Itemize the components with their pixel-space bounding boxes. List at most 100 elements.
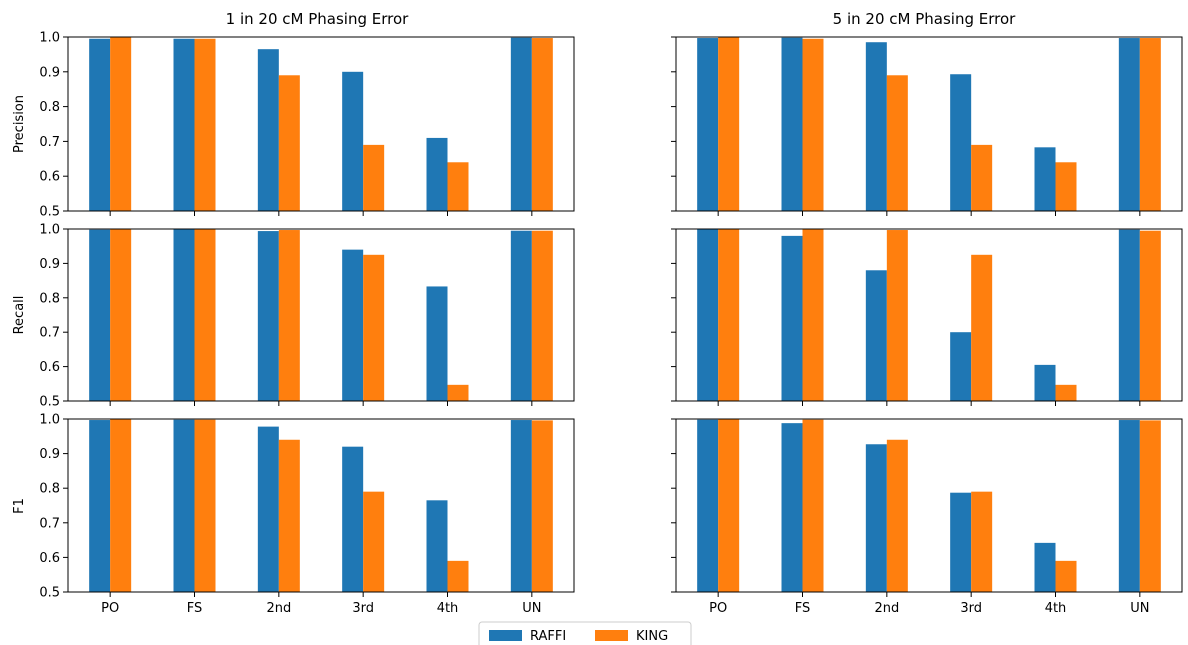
bar-king-fs [194,419,216,592]
ylabel-recall: Recall [12,296,27,335]
y-tick-label: 0.7 [39,326,60,341]
panel-r1-c1 [671,228,1183,406]
bar-king-4th [447,162,469,211]
y-tick-label: 0.6 [39,170,60,185]
bar-raffi-4th [426,500,448,592]
bar-king-4th [447,384,469,401]
column-title-right: 5 in 20 cM Phasing Error [833,10,1016,28]
bar-raffi-3rd [342,249,364,401]
bar-raffi-fs [781,235,803,401]
bar-king-4th [1055,560,1077,592]
bar-king-2nd [278,230,300,401]
bar-raffi-4th [1034,364,1056,401]
bar-king-fs [802,229,824,401]
y-tick-label: 0.6 [39,551,60,566]
panel-r2-c0: 0.5 0.6 0.7 0.8 0.9 1.0 PO FS 2nd 3rd 4th UN [39,413,575,616]
bar-raffi-2nd [257,49,279,212]
bar-raffi-2nd [865,444,887,592]
bar-king-3rd [363,144,385,211]
y-tick-label: 0.5 [39,205,60,220]
panel-r1-c0: 0.5 0.6 0.7 0.8 0.9 1.0 [39,223,575,410]
bar-king-fs [802,419,824,592]
legend-frame [478,621,692,645]
bar-king-3rd [363,254,385,401]
bar-king-fs [802,38,824,211]
bar-raffi-un [1118,420,1140,592]
y-tick-label: 0.9 [39,65,60,80]
panel-frame [675,36,1183,212]
bar-raffi-2nd [257,231,279,401]
bar-king-2nd [886,230,908,401]
x-tick-label: PO [101,601,119,616]
bar-king-2nd [278,439,300,592]
y-tick-label: 1.0 [39,31,60,46]
bar-king-2nd [886,75,908,211]
bar-king-3rd [363,491,385,592]
y-tick-label: 0.8 [39,291,60,306]
column-title-left: 1 in 20 cM Phasing Error [226,10,409,28]
x-tick-label: FS [187,601,203,616]
bar-raffi-un [510,230,532,401]
bar-king-po [110,419,132,592]
x-tick-label: 4th [1045,601,1067,616]
panel-frame [67,418,575,593]
legend: RAFFI KING [478,621,692,645]
bar-raffi-un [510,37,532,211]
bar-raffi-po [697,38,719,211]
bar-king-4th [1055,162,1077,211]
panel-frame [67,228,575,402]
legend-swatch-king [595,630,628,641]
bar-raffi-fs [173,419,195,592]
bar-raffi-fs [173,229,195,401]
bar-king-4th [1055,384,1077,401]
bar-king-po [718,419,740,592]
bar-raffi-4th [1034,542,1056,592]
y-tick-label: 0.7 [39,516,60,531]
bar-raffi-3rd [950,492,972,592]
bar-raffi-po [89,38,111,211]
bar-raffi-po [89,420,111,592]
x-tick-label: UN [1130,601,1149,616]
y-tick-label: 0.8 [39,100,60,115]
bar-raffi-3rd [950,332,972,401]
bar-king-2nd [278,75,300,211]
bar-raffi-po [697,229,719,401]
x-tick-label: 3rd [960,601,982,616]
y-tick-label: 1.0 [39,223,60,238]
bar-king-un [1139,38,1161,211]
legend-label-king: KING [636,629,668,644]
bar-raffi-fs [781,423,803,592]
bar-raffi-po [89,229,111,401]
y-tick-label: 0.5 [39,586,60,601]
bar-king-un [1139,230,1161,401]
panel-r0-c1 [671,36,1183,216]
bar-raffi-3rd [342,71,364,211]
ylabel-precision: Precision [12,95,27,153]
bar-king-un [531,38,553,211]
panel-r0-c0: 0.5 0.6 0.7 0.8 0.9 1.0 [39,31,575,220]
legend-swatch-raffi [489,630,522,641]
x-tick-label: 3rd [352,601,374,616]
bar-raffi-2nd [865,42,887,211]
bar-raffi-fs [781,37,803,211]
bar-king-3rd [971,144,993,211]
bar-raffi-po [697,419,719,592]
y-tick-label: 0.9 [39,257,60,272]
panel-r2-c1: PO FS 2nd 3rd 4th UN [671,418,1183,616]
panel-frame [67,36,575,212]
y-tick-label: 1.0 [39,413,60,428]
panel-frame [675,228,1183,402]
bar-king-un [531,420,553,592]
bar-king-3rd [971,491,993,592]
ylabel-f1: F1 [12,498,27,514]
bar-king-po [718,37,740,211]
bar-king-po [110,37,132,211]
bar-raffi-un [510,420,532,592]
x-tick-label: UN [522,601,541,616]
y-tick-label: 0.7 [39,135,60,150]
y-tick-label: 0.8 [39,482,60,497]
y-tick-label: 0.5 [39,395,60,410]
y-tick-label: 0.9 [39,447,60,462]
legend-label-raffi: RAFFI [530,629,566,644]
bar-king-po [718,229,740,401]
